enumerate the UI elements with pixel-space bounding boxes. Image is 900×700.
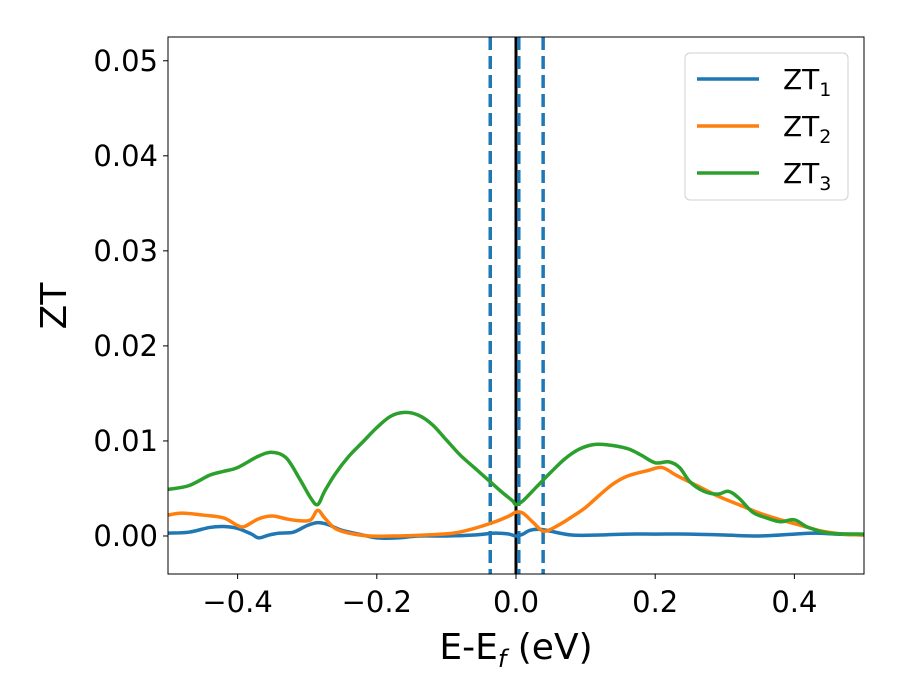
y-axis-title: ZT (34, 282, 75, 330)
y-tick-label: 0.01 (93, 424, 158, 458)
legend-label-zt1: ZT1 (783, 63, 831, 101)
x-axis-title-suffix: (eV) (506, 627, 592, 668)
legend-label-subscript: 3 (819, 173, 831, 195)
legend-label-main: ZT (783, 157, 820, 190)
x-tick-label: 0.4 (771, 585, 817, 619)
x-tick-label: −0.4 (202, 585, 272, 619)
legend-label-zt2: ZT2 (783, 110, 831, 148)
y-tick-label: 0.03 (93, 234, 158, 268)
y-ticks: 0.00 0.01 0.02 0.03 0.04 0.05 (93, 44, 168, 553)
x-tick-label: 0.2 (632, 585, 678, 619)
x-tick-label: −0.2 (342, 585, 412, 619)
y-tick-label: 0.04 (93, 139, 158, 173)
reference-lines (488, 37, 545, 574)
x-axis-title-main: E-E (439, 627, 497, 668)
legend-label-subscript: 1 (819, 79, 831, 101)
y-tick-label: 0.00 (93, 519, 158, 553)
y-tick-label: 0.02 (93, 329, 158, 363)
y-tick-label: 0.05 (93, 44, 158, 78)
legend-box (684, 52, 849, 201)
legend-label-main: ZT (783, 63, 820, 96)
x-ticks: −0.4 −0.2 0.0 0.2 0.4 (202, 574, 817, 619)
legend-label-zt3: ZT3 (783, 157, 831, 195)
legend-label-main: ZT (783, 110, 820, 143)
series-line-zt1 (168, 520, 864, 540)
series-line-zt3 (168, 410, 864, 536)
x-tick-label: 0.0 (493, 585, 539, 619)
series-lines (168, 410, 864, 540)
legend-label-subscript: 2 (819, 126, 831, 148)
x-axis-title: E-Ef (eV) (439, 627, 592, 673)
